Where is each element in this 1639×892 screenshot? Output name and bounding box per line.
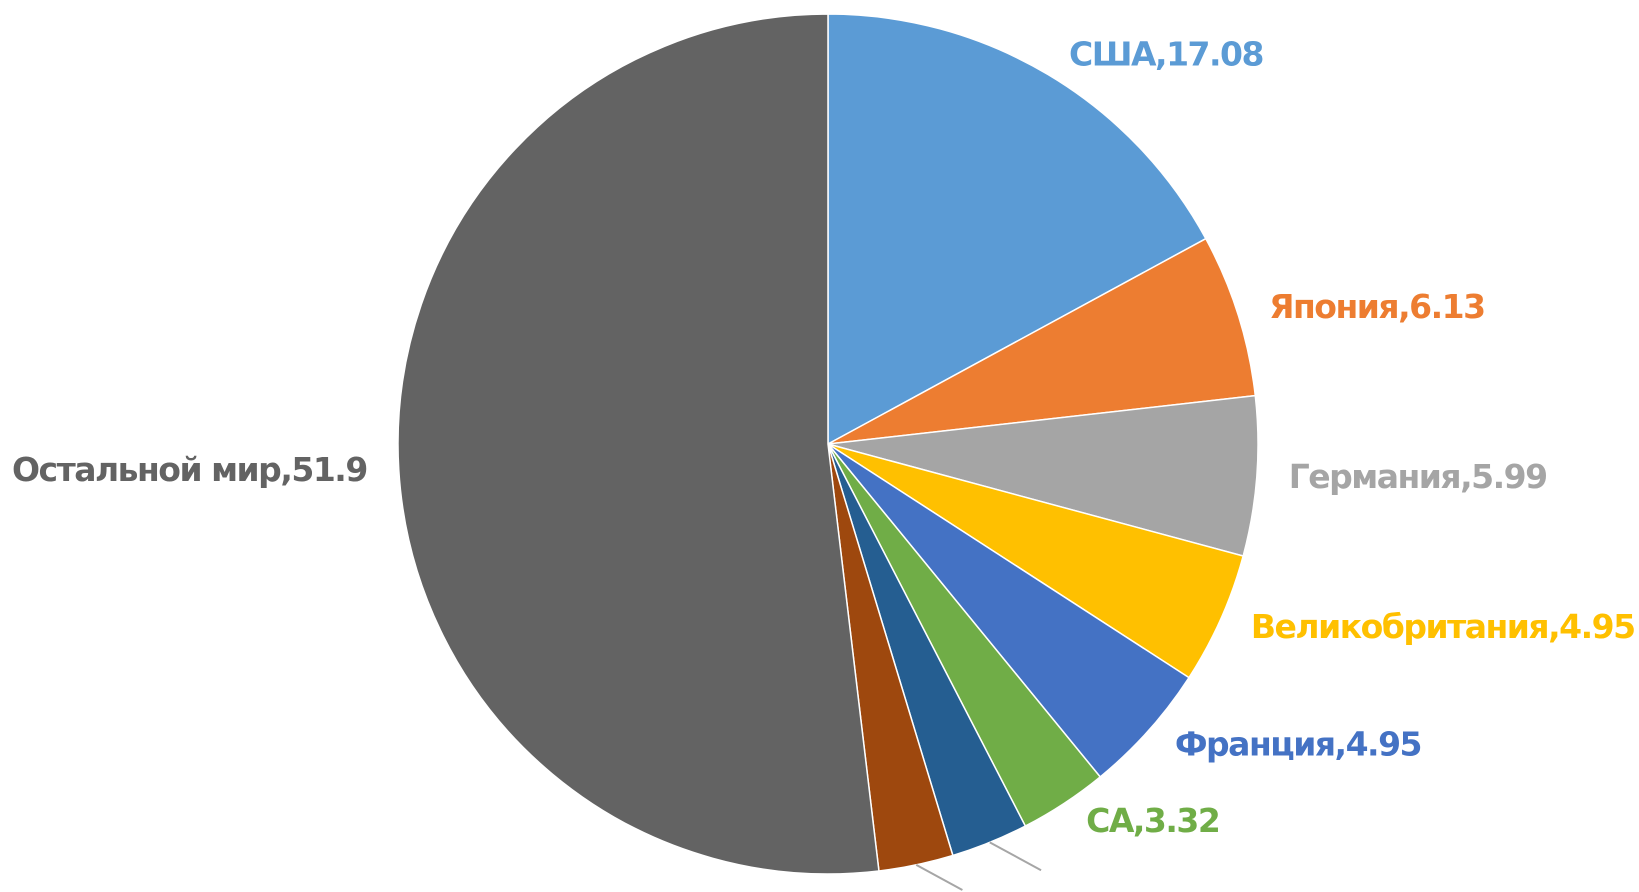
label-category: Германия	[1289, 457, 1460, 496]
label-value: 51.9	[291, 449, 366, 488]
pie-slice	[827, 394, 1259, 557]
leader-line	[989, 841, 1042, 872]
label-category: Великобритания	[1251, 606, 1548, 645]
data-label: Франция,4.95	[1175, 724, 1421, 763]
label-value: 3.32	[1144, 800, 1219, 839]
label-category: СА	[1086, 800, 1135, 839]
label-separator: ,	[280, 449, 291, 488]
label-separator: ,	[1335, 724, 1346, 763]
data-label: СА,3.32	[1086, 800, 1219, 839]
pie-slice	[397, 13, 880, 875]
leader-line	[915, 863, 963, 891]
label-separator: ,	[1548, 606, 1559, 645]
label-separator: ,	[1133, 800, 1144, 839]
data-label: США,17.08	[1069, 34, 1263, 73]
label-category: Остальной мир	[12, 449, 281, 488]
label-value: 5.99	[1471, 457, 1546, 496]
label-category: Япония	[1269, 287, 1398, 326]
label-value: 4.95	[1559, 606, 1634, 645]
pie-slice	[827, 237, 1257, 445]
label-value: 17.08	[1166, 34, 1263, 73]
label-category: США	[1069, 34, 1157, 73]
label-value: 6.13	[1409, 287, 1484, 326]
data-label: Япония,6.13	[1269, 287, 1484, 326]
label-separator: ,	[1460, 457, 1471, 496]
label-category: Франция	[1175, 724, 1335, 763]
pie-slice	[827, 13, 1207, 446]
data-label: Германия,5.99	[1289, 457, 1547, 496]
label-separator: ,	[1155, 34, 1166, 73]
data-label: Великобритания,4.95	[1251, 606, 1635, 645]
data-label: Остальной мир,51.9	[12, 449, 367, 488]
label-separator: ,	[1398, 287, 1409, 326]
label-value: 4.95	[1346, 724, 1421, 763]
